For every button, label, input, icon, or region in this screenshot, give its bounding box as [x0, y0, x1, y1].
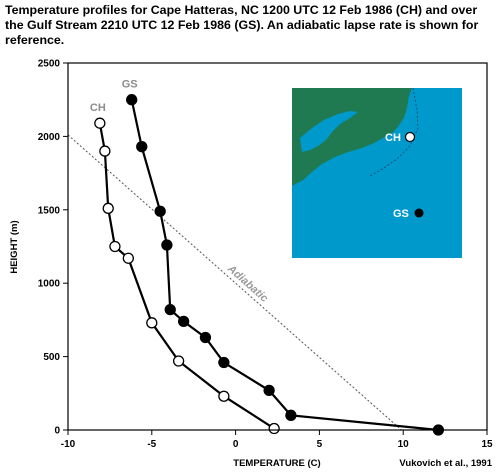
data-point-gs	[136, 141, 148, 153]
data-point-ch	[268, 422, 280, 435]
data-point-gs	[263, 384, 275, 397]
x-tick-label: 0	[233, 439, 239, 450]
series-label-ch: CH	[90, 102, 106, 114]
data-point-gs	[164, 303, 176, 316]
inset-ch-marker	[404, 131, 416, 143]
chart-title: Temperature profiles for Cape Hatteras, …	[5, 3, 479, 47]
data-point-gs	[154, 205, 166, 217]
data-point-gs	[161, 239, 173, 251]
data-point-gs	[285, 409, 297, 421]
y-tick-label: 0	[54, 426, 60, 437]
inset-gs-label: GS	[393, 208, 409, 220]
x-tick-label: 10	[398, 439, 410, 450]
x-tick-label: 5	[317, 439, 323, 450]
x-tick-label: 15	[481, 439, 493, 450]
x-tick-label: -10	[61, 439, 76, 450]
series-label-gs: GS	[122, 79, 138, 91]
data-point-gs	[218, 356, 230, 369]
data-point-ch	[99, 145, 111, 157]
adiabatic-label: Adiabatic	[224, 262, 270, 304]
data-point-gs	[199, 331, 212, 344]
inset-sound	[300, 111, 358, 152]
y-axis-label: HEIGHT (m)	[9, 220, 20, 273]
inset-ch-label: CH	[385, 132, 401, 144]
data-point-gs	[177, 315, 190, 328]
data-point-gs	[126, 94, 138, 106]
inset-gs-marker	[414, 208, 424, 218]
inset-map: CH GS	[292, 87, 462, 258]
x-tick-label: -5	[147, 439, 156, 450]
y-tick-label: 2000	[38, 132, 61, 143]
x-axis-label: TEMPERATURE (C)	[233, 458, 320, 469]
source-credit: Vukovich et al., 1991	[399, 458, 492, 469]
data-point-ch	[122, 252, 134, 264]
y-tick-label: 1000	[38, 279, 61, 290]
y-tick-label: 500	[43, 352, 60, 363]
data-point-ch	[146, 317, 158, 329]
y-tick-label: 1500	[38, 205, 61, 216]
data-point-ch	[172, 355, 185, 367]
plot-frame	[67, 62, 488, 431]
inset-shelf-break	[369, 87, 419, 177]
data-point-ch	[218, 390, 230, 402]
data-point-ch	[109, 240, 121, 253]
y-tick-label: 2500	[38, 59, 61, 70]
series-ch: CH	[90, 102, 280, 435]
inset-land	[292, 88, 412, 186]
series-gs: GS	[122, 79, 445, 436]
data-point-ch	[102, 202, 114, 214]
data-point-ch	[94, 117, 106, 129]
